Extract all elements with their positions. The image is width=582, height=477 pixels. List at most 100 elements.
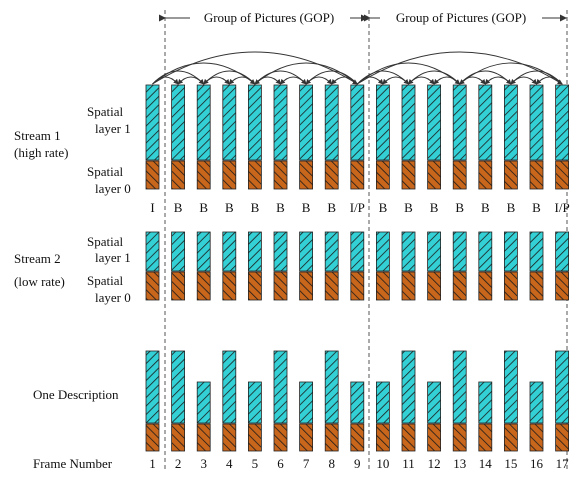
frame-number-3: 3 — [200, 456, 207, 471]
stream-2-frame-14-layer-1 — [478, 231, 493, 272]
stream-1-label-line-2: (high rate) — [14, 145, 69, 160]
frame-number-1: 1 — [149, 456, 156, 471]
arc-9 — [203, 76, 230, 85]
stream-2-label-line-2: (low rate) — [14, 274, 65, 289]
stream-2-frame-13-layer-0 — [452, 271, 467, 301]
stream-2-frame-1-layer-0 — [145, 271, 160, 301]
stream-1-frame-7-layer-0 — [299, 160, 314, 190]
stream-1-frame-2-layer-0 — [171, 160, 186, 190]
frame-type-4: B — [225, 200, 234, 215]
stream-1-frame-11-layer-0 — [401, 160, 416, 190]
frame-type-10: B — [379, 200, 388, 215]
frame-type-16: B — [532, 200, 541, 215]
stream-2-frame-5-layer-0 — [247, 271, 262, 301]
one-description-frame-10-layer-1 — [375, 381, 390, 424]
frame-number-label: Frame Number — [33, 456, 113, 471]
frame-number-10: 10 — [376, 456, 389, 471]
frame-number-6: 6 — [277, 456, 284, 471]
stream-2-frame-3-layer-0 — [196, 271, 211, 301]
frame-number-15: 15 — [504, 456, 517, 471]
stream-1-frame-1-layer-1 — [145, 84, 160, 161]
frame-number-9: 9 — [354, 456, 361, 471]
one-description-frame-17-layer-0 — [555, 423, 569, 452]
arc-12 — [279, 76, 307, 85]
arc-13 — [305, 76, 333, 85]
stream-2-frame-16-layer-0 — [529, 271, 544, 301]
frame-type-11: B — [404, 200, 413, 215]
frame-type-17: I/P — [555, 200, 570, 215]
stream-2-frame-1-layer-1 — [145, 231, 160, 272]
stream-2-frame-2-layer-0 — [171, 271, 186, 301]
one-description-frame-9-layer-0 — [350, 423, 365, 452]
stream-2-frame-17-layer-0 — [555, 271, 569, 301]
arc-1 — [152, 62, 256, 85]
frame-number-8: 8 — [328, 456, 335, 471]
stream-1-frame-1-layer-0 — [145, 160, 160, 190]
frame-type-13: B — [455, 200, 464, 215]
stream-1-layer-1-line-1: Spatial — [87, 104, 123, 119]
one-description-frame-4-layer-0 — [222, 423, 237, 452]
stream-2-label-line-1: Stream 2 — [14, 251, 61, 266]
frame-type-15: B — [507, 200, 516, 215]
arc-24 — [408, 76, 435, 85]
arc-7 — [152, 76, 179, 85]
stream-2-frame-9-layer-1 — [350, 231, 365, 272]
frame-type-6: B — [276, 200, 285, 215]
one-description-frame-7-layer-1 — [299, 381, 314, 424]
stream-1-frame-14-layer-1 — [478, 84, 493, 161]
gop-header: Group of Pictures (GOP) Group of Picture… — [159, 8, 567, 26]
stream-2-frame-16-layer-1 — [529, 231, 544, 272]
stream-2-frame-5-layer-1 — [247, 231, 262, 272]
arc-23 — [382, 76, 409, 85]
one-description-frame-15-layer-1 — [503, 350, 518, 424]
stream-2-frame-11-layer-1 — [401, 231, 416, 272]
frame-numbers: 1 2 3 4 5 6 7 8 9 10 11 12 13 14 15 16 17 — [149, 456, 569, 471]
stream-2-frames — [145, 231, 569, 301]
one-description-frame-16-layer-1 — [529, 381, 544, 424]
one-description-frame-2-layer-1 — [171, 350, 186, 424]
stream-1-label-line-1: Stream 1 — [14, 128, 61, 143]
arc-8 — [177, 76, 205, 85]
stream-1-frame-9-layer-0 — [350, 160, 365, 190]
one-description-frame-3-layer-0 — [196, 423, 211, 452]
arc-6 — [305, 70, 358, 85]
stream-2-layer-1-line-1: Spatial — [87, 234, 123, 249]
one-description-frame-16-layer-0 — [529, 423, 544, 452]
one-description-frame-1-layer-0 — [145, 423, 160, 452]
stream-1-frame-types: I B B B B B B B I/P B B B B B B B I/P — [150, 200, 569, 215]
arc-14 — [331, 76, 358, 85]
stream-2-frame-3-layer-1 — [196, 231, 211, 272]
one-description-frame-6-layer-0 — [273, 423, 288, 452]
stream-2-frame-2-layer-1 — [171, 231, 186, 272]
stream-1-frame-17-layer-1 — [555, 84, 569, 161]
arc-11 — [254, 76, 282, 85]
stream-1-frame-2-layer-1 — [171, 84, 186, 161]
arc-4 — [254, 70, 307, 85]
arc-3 — [203, 70, 256, 85]
stream-2-frame-7-layer-0 — [299, 271, 314, 301]
stream-1-frame-5-layer-0 — [247, 160, 262, 190]
one-description-frame-13-layer-0 — [452, 423, 467, 452]
stream-2-frame-4-layer-1 — [222, 231, 237, 272]
stream-1-frame-14-layer-0 — [478, 160, 493, 190]
stream-1-frame-8-layer-1 — [324, 84, 339, 161]
stream-2-frame-6-layer-0 — [273, 271, 288, 301]
stream-2-frame-12-layer-0 — [427, 271, 442, 301]
stream-1-frame-11-layer-1 — [401, 84, 416, 161]
arc-29 — [535, 76, 563, 85]
stream-1-frame-10-layer-1 — [375, 84, 390, 161]
arc-22 — [356, 76, 384, 85]
stream-1-frame-6-layer-1 — [273, 84, 288, 161]
one-description-frame-8-layer-0 — [324, 423, 339, 452]
stream-1-frame-9-layer-1 — [350, 84, 365, 161]
one-description-frame-11-layer-1 — [401, 350, 416, 424]
stream-1-frame-3-layer-0 — [196, 160, 211, 190]
one-description-frame-5-layer-0 — [247, 423, 262, 452]
frame-number-14: 14 — [479, 456, 493, 471]
arc-16 — [357, 62, 461, 85]
arc-27 — [484, 76, 512, 85]
stream-1-frame-8-layer-0 — [324, 160, 339, 190]
stream-2-frame-13-layer-1 — [452, 231, 467, 272]
stream-2-frame-10-layer-1 — [375, 231, 390, 272]
arc-17 — [459, 62, 563, 85]
